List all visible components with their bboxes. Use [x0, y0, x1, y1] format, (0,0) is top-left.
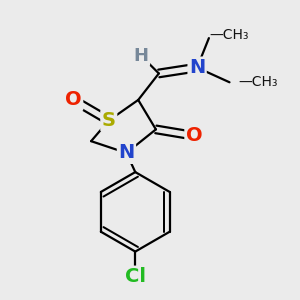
- Text: O: O: [186, 126, 202, 145]
- Text: S: S: [102, 111, 116, 130]
- Text: Cl: Cl: [125, 267, 146, 286]
- Text: N: N: [118, 143, 135, 162]
- Text: N: N: [189, 58, 205, 77]
- Text: H: H: [134, 47, 149, 65]
- Text: O: O: [65, 90, 82, 110]
- Text: —CH₃: —CH₃: [209, 28, 248, 42]
- Text: —CH₃: —CH₃: [238, 75, 278, 89]
